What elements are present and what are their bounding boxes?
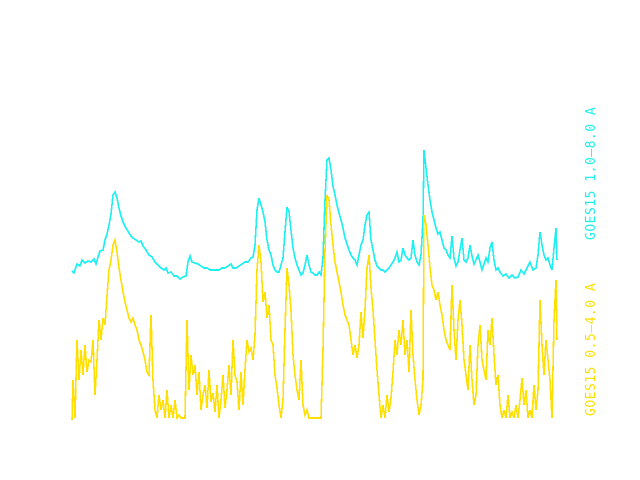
short-channel-line [71,194,558,421]
legend-long-channel-label: GOES15 1.0–8.0 A [584,106,599,240]
legend-short-channel-label: GOES15 0.5–4.0 A [584,282,599,416]
long-channel-line [71,149,558,281]
